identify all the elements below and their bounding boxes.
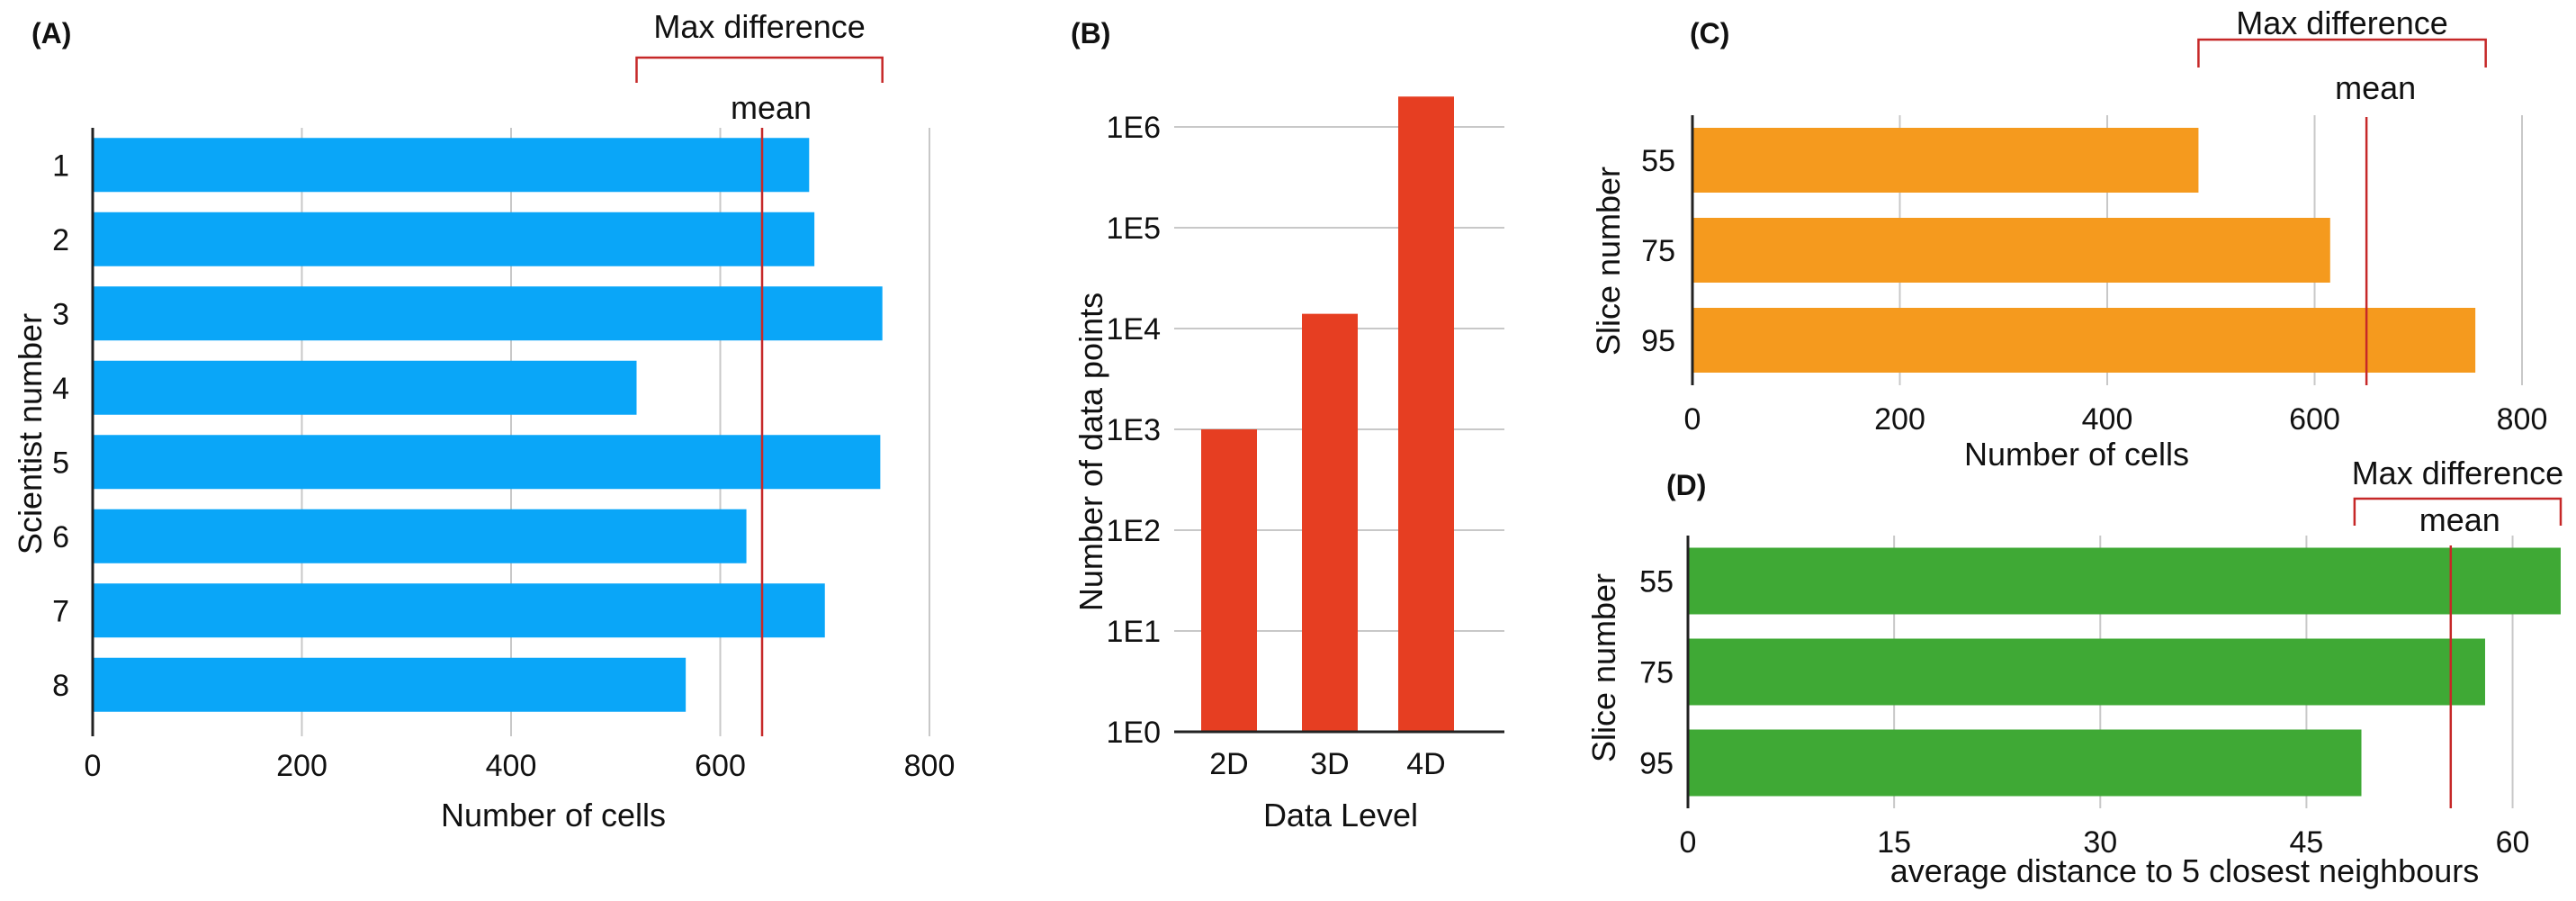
panel-b-y-tick-label: 1E5 <box>1107 212 1162 246</box>
panel-d-y-tick-label: 55 <box>1639 565 1674 599</box>
panel-a-label: (A) <box>31 17 71 50</box>
panel-b-x-tick-label: 2D <box>1209 747 1248 781</box>
panel-d-label: (D) <box>1666 469 1706 501</box>
panel-b: (B) 1E0 1E1 1E2 1E3 1E4 1E5 1E6 2D 3D 4D Data Le… <box>1071 17 1504 833</box>
panel-c: (C) 55 75 95 0 200 400 600 800 mean Max differ… <box>1590 5 2547 473</box>
panel-c-y-tick-label: 75 <box>1641 234 1675 268</box>
panel-d-y-axis-title: Slice number <box>1585 573 1622 762</box>
panel-c-max-difference-bracket <box>2197 38 2487 68</box>
panel-a-x-tick-label: 0 <box>85 749 102 783</box>
panel-c-x-tick-label: 800 <box>2497 402 2548 437</box>
panel-c-x-tick-label: 400 <box>2082 402 2133 437</box>
panel-a-x-tick-label: 800 <box>904 749 956 783</box>
panel-d: (D) 55 75 95 0 15 30 45 60 mean Max difference… <box>1585 455 2563 889</box>
panel-a-x-tick-label: 600 <box>695 749 746 783</box>
panel-b-y-tick-label: 1E2 <box>1107 514 1162 548</box>
panel-a-bar-7 <box>93 583 825 638</box>
panel-a: (A) 1 2 3 4 5 6 7 8 0 200 400 600 800 mean Max diff… <box>12 8 955 833</box>
panel-b-bar-4D <box>1398 96 1454 732</box>
panel-b-y-tick-label: 1E0 <box>1107 716 1162 750</box>
panel-b-y-tick-label: 1E3 <box>1107 413 1162 447</box>
panel-a-bar-3 <box>93 286 883 341</box>
panel-c-bar-95 <box>1692 308 2476 373</box>
panel-b-x-tick-label: 3D <box>1310 747 1349 781</box>
panel-d-y-tick-label: 95 <box>1639 747 1674 781</box>
panel-a-y-tick-label: 5 <box>52 446 69 480</box>
panel-a-y-tick-label: 2 <box>52 223 69 257</box>
panel-a-y-tick-label: 4 <box>52 372 69 406</box>
panel-a-bar-6 <box>93 509 747 563</box>
panel-c-x-axis-title: Number of cells <box>1964 436 2189 473</box>
panel-b-y-tick-label: 1E4 <box>1107 312 1162 347</box>
panel-a-y-tick-label: 6 <box>52 520 69 554</box>
panel-d-x-tick-label: 15 <box>1877 825 1911 860</box>
panel-a-max-difference-bracket <box>635 56 884 83</box>
panel-d-x-tick-label: 45 <box>2289 825 2323 860</box>
panel-a-y-tick-label: 3 <box>52 297 69 331</box>
panel-d-x-tick-label: 30 <box>2083 825 2117 860</box>
panel-b-y-tick-label: 1E6 <box>1107 111 1162 145</box>
panel-a-x-tick-label: 200 <box>276 749 328 783</box>
panel-d-x-tick-label: 0 <box>1680 825 1697 860</box>
panel-a-bar-8 <box>93 657 687 712</box>
panel-d-x-tick-label: 60 <box>2496 825 2530 860</box>
panel-a-mean-label: mean <box>731 89 812 126</box>
panel-d-x-axis-title: average distance to 5 closest neighbours <box>1890 852 2479 889</box>
panel-b-bar-2D <box>1201 429 1257 732</box>
panel-d-bar-95 <box>1688 729 2362 797</box>
panel-d-bar-55 <box>1688 547 2561 615</box>
panel-c-mean-label: mean <box>2335 69 2416 106</box>
panel-c-x-tick-label: 200 <box>1874 402 1925 437</box>
panel-a-bar-4 <box>93 360 637 415</box>
panel-c-x-tick-label: 600 <box>2289 402 2340 437</box>
panel-c-max-difference-label: Max difference <box>2236 5 2447 41</box>
panel-b-y-tick-label: 1E1 <box>1107 615 1162 649</box>
panel-a-x-tick-label: 400 <box>486 749 537 783</box>
panel-d-bar-75 <box>1688 638 2485 706</box>
panel-c-label: (C) <box>1690 17 1729 50</box>
panel-a-y-tick-label: 8 <box>52 669 69 703</box>
panel-d-mean-label: mean <box>2419 501 2500 538</box>
panel-c-x-tick-label: 0 <box>1684 402 1701 437</box>
panel-c-bar-75 <box>1692 218 2330 283</box>
panel-a-bar-1 <box>93 138 810 193</box>
panel-a-bar-2 <box>93 212 815 266</box>
panel-a-y-tick-label: 1 <box>52 149 69 183</box>
panel-d-max-difference-bracket <box>2353 497 2563 526</box>
panel-a-bar-5 <box>93 435 881 490</box>
panel-b-x-axis-title: Data Level <box>1263 797 1418 833</box>
panel-b-label: (B) <box>1071 17 1110 50</box>
panel-a-y-axis-title: Scientist number <box>12 313 49 554</box>
panel-d-y-tick-label: 75 <box>1639 656 1674 690</box>
panel-c-bar-55 <box>1692 128 2199 193</box>
panel-b-y-axis-title: Number of data points <box>1073 293 1109 611</box>
panel-a-max-difference-label: Max difference <box>653 8 865 45</box>
panel-a-x-axis-title: Number of cells <box>441 797 666 833</box>
panel-d-max-difference-label: Max difference <box>2352 455 2563 491</box>
panel-c-y-tick-label: 55 <box>1641 144 1675 178</box>
panel-c-y-axis-title: Slice number <box>1590 167 1627 356</box>
panel-b-bar-3D <box>1302 313 1358 732</box>
panel-c-y-tick-label: 95 <box>1641 324 1675 358</box>
panel-b-x-tick-label: 4D <box>1406 747 1445 781</box>
panel-a-y-tick-label: 7 <box>52 594 69 628</box>
